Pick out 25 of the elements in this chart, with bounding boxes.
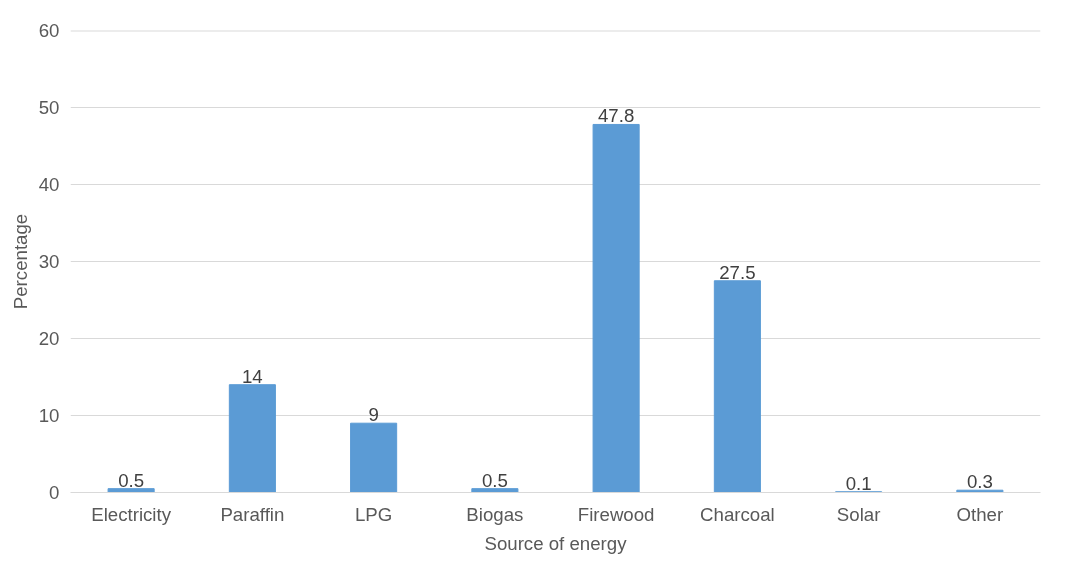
y-tick-label: 20 — [38, 328, 60, 349]
x-tick-label: Other — [956, 503, 1004, 525]
y-tick-label: 0 — [49, 482, 60, 503]
x-tick-label: Firewood — [577, 503, 655, 525]
x-tick-label: Charcoal — [700, 503, 775, 525]
data-label: 0.1 — [845, 472, 872, 494]
y-tick-label: 30 — [38, 251, 60, 272]
data-label: 14 — [242, 365, 263, 387]
y-axis-title: Percentage — [9, 213, 31, 310]
y-tick-label: 10 — [38, 405, 60, 426]
data-label: 47.8 — [597, 105, 635, 127]
data-label: 9 — [368, 404, 379, 426]
x-tick-label: Biogas — [466, 503, 524, 525]
data-label: 27.5 — [719, 261, 756, 283]
x-tick-label: Solar — [836, 503, 881, 525]
x-tick-label: LPG — [354, 503, 393, 525]
y-tick-label: 60 — [38, 20, 60, 41]
data-label: 0.5 — [481, 469, 508, 491]
y-tick-label: 40 — [38, 174, 60, 195]
x-axis-title: Source of energy — [484, 532, 628, 554]
y-tick-label: 50 — [38, 97, 60, 118]
x-tick-label: Electricity — [91, 503, 172, 525]
x-tick-label: Paraffin — [220, 503, 285, 525]
data-label: 0.3 — [966, 471, 993, 493]
data-label: 0.5 — [118, 469, 145, 491]
